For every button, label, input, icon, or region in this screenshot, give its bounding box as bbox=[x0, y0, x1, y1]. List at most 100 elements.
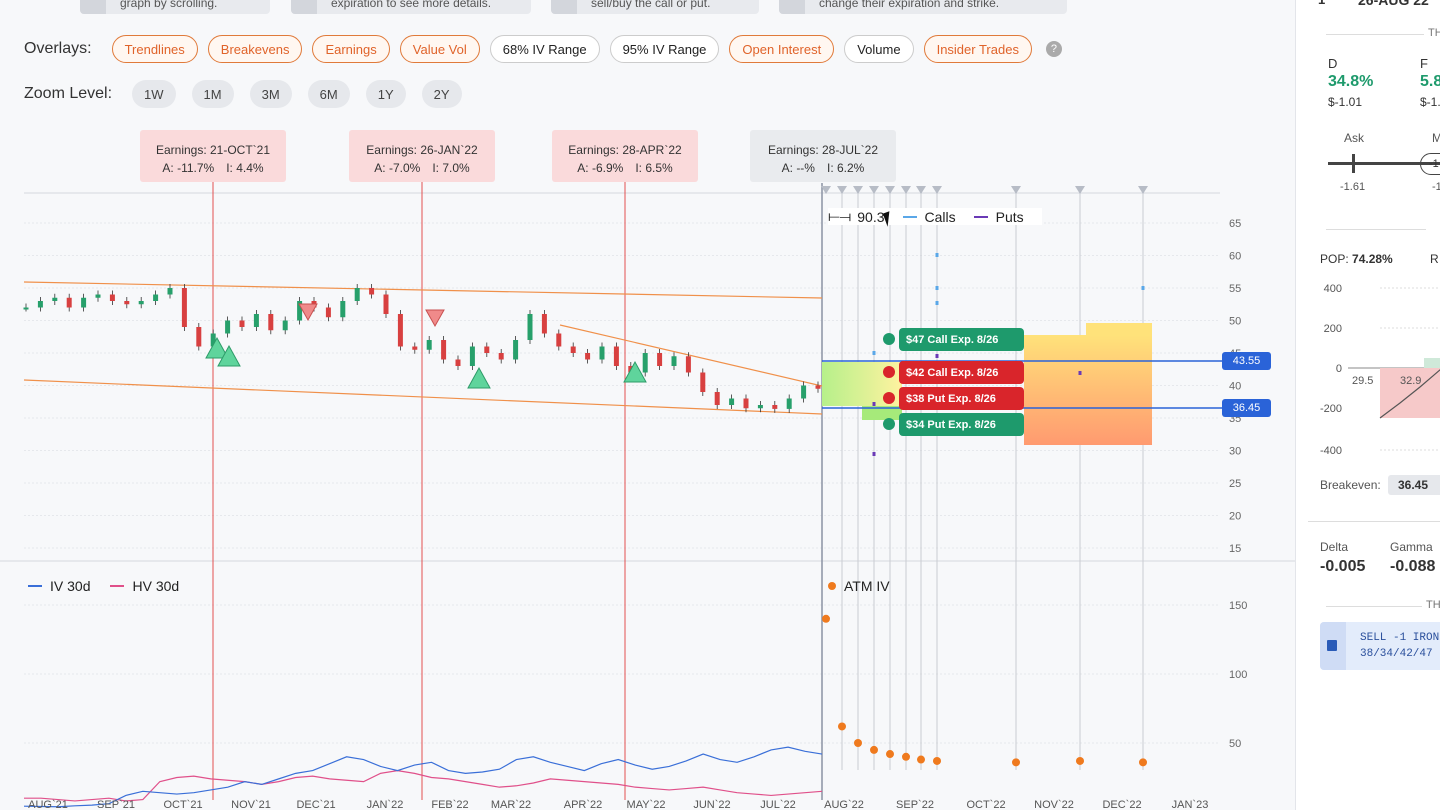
pop-value: 74.28% bbox=[1352, 252, 1393, 266]
earnings-label[interactable]: Earnings: 26-JAN`22 A: -7.0% I: 7.0% bbox=[349, 130, 495, 182]
candle-body bbox=[772, 405, 778, 409]
atm-iv-dot bbox=[1012, 758, 1020, 767]
open-interest-mark bbox=[872, 452, 876, 456]
candle-body bbox=[657, 353, 663, 366]
overlays-row: Overlays: Trendlines Breakevens Earnings… bbox=[24, 35, 1062, 63]
atm-iv-dot bbox=[886, 750, 894, 759]
earnings-implied: I: 4.4% bbox=[226, 161, 264, 175]
x-tick-label: NOV`22 bbox=[1034, 799, 1074, 810]
atm-iv-dot bbox=[917, 755, 925, 764]
earnings-label[interactable]: Earnings: 21-OCT`21 A: -11.7% I: 4.4% bbox=[140, 130, 286, 182]
expiry-marker-icon bbox=[916, 186, 926, 194]
earnings-title: Earnings: 26-JAN`22 bbox=[366, 143, 478, 157]
x-tick-label: DEC`21 bbox=[296, 799, 335, 810]
ask-slider-handle[interactable] bbox=[1352, 154, 1355, 173]
zoom-3m-button[interactable]: 3M bbox=[249, 80, 292, 108]
overlay-value-vol-button[interactable]: Value Vol bbox=[399, 35, 480, 63]
pl-x-label: 29.5 bbox=[1352, 375, 1373, 387]
candle-body bbox=[153, 294, 159, 301]
expiry-marker-icon bbox=[1138, 186, 1148, 194]
open-interest-mark bbox=[872, 402, 876, 406]
atm-iv-dot bbox=[933, 756, 941, 765]
candle-body bbox=[23, 307, 29, 310]
x-tick-label: FEB`22 bbox=[431, 799, 468, 810]
earnings-label[interactable]: Earnings: 28-APR`22 A: -6.9% I: 6.5% bbox=[552, 130, 698, 182]
overlay-breakevens-button[interactable]: Breakevens bbox=[207, 35, 303, 63]
ask-value: -1.61 bbox=[1340, 181, 1366, 193]
x-tick-label: JUN`22 bbox=[693, 799, 730, 810]
overlay-open-interest-button[interactable]: Open Interest bbox=[729, 35, 835, 63]
panel-header-date: 26-AUG 22 bbox=[1358, 0, 1429, 8]
option-handle[interactable] bbox=[883, 333, 895, 345]
overlay-68-iv-range-button[interactable]: 68% IV Range bbox=[489, 35, 600, 63]
price-chart-svg[interactable]: 656055504540353025201515010050AUG`21SEP`… bbox=[0, 0, 1295, 810]
order-line-2: 38/34/42/47 bbox=[1360, 648, 1433, 660]
mid-price-box[interactable]: -1 bbox=[1420, 153, 1440, 175]
insider-buy-icon bbox=[467, 366, 491, 389]
d-sub: $-1.01 bbox=[1328, 95, 1363, 109]
earnings-implied: I: 6.5% bbox=[635, 161, 673, 175]
order-summary[interactable]: SELL -1 IRON 38/34/42/47 bbox=[1320, 622, 1440, 670]
overlays-label: Overlays: bbox=[24, 40, 92, 57]
zoom-1w-button[interactable]: 1W bbox=[132, 80, 176, 108]
candle-body bbox=[397, 314, 403, 347]
earnings-label[interactable]: Earnings: 28-JUL`22 A: --% I: 6.2% bbox=[750, 130, 896, 182]
candle-body bbox=[369, 288, 375, 295]
candle-body bbox=[642, 353, 648, 373]
overlay-volume-button[interactable]: Volume bbox=[844, 35, 914, 63]
option-handle[interactable] bbox=[883, 418, 895, 430]
candle-body bbox=[95, 294, 101, 298]
legend-hv30[interactable]: HV 30d bbox=[110, 578, 179, 594]
overlay-earnings-button[interactable]: Earnings bbox=[312, 35, 390, 63]
atm-iv-label: ATM IV bbox=[844, 578, 890, 594]
f-label: F bbox=[1420, 56, 1428, 71]
option-handle[interactable] bbox=[883, 366, 895, 378]
option-handle[interactable] bbox=[883, 392, 895, 404]
x-tick-label: JAN`22 bbox=[367, 799, 404, 810]
candle-body bbox=[498, 353, 504, 360]
ask-label: Ask bbox=[1344, 131, 1365, 145]
pl-profit-area bbox=[1424, 358, 1440, 368]
y-tick-label: 60 bbox=[1229, 251, 1241, 263]
earnings-actual: A: -7.0% bbox=[374, 161, 421, 175]
legend-iv30[interactable]: IV 30d bbox=[28, 578, 90, 594]
overlay-insider-trades-button[interactable]: Insider Trades bbox=[923, 35, 1032, 63]
legend-hv-label: HV 30d bbox=[132, 578, 180, 594]
iv-legend: IV 30d HV 30d bbox=[28, 578, 199, 594]
zoom-1m-button[interactable]: 1M bbox=[191, 80, 234, 108]
breakeven-price-box: 36.45 bbox=[1222, 399, 1271, 417]
trendline bbox=[23, 281, 823, 299]
zoom-6m-button[interactable]: 6M bbox=[307, 80, 350, 108]
iv-30d-line bbox=[23, 746, 823, 808]
legend-puts[interactable]: Puts bbox=[973, 209, 1024, 225]
candle-body bbox=[52, 297, 58, 301]
overlay-95-iv-range-button[interactable]: 95% IV Range bbox=[609, 35, 720, 63]
measure-tool[interactable]: ⟝⟞ 90.3 bbox=[828, 208, 885, 225]
overlay-trendlines-button[interactable]: Trendlines bbox=[111, 35, 198, 63]
zoom-1y-button[interactable]: 1Y bbox=[365, 80, 406, 108]
price-slider-track[interactable] bbox=[1328, 162, 1440, 165]
option-tag-47-call[interactable]: $47 Call Exp. 8/26 bbox=[899, 328, 1024, 351]
pop-label: POP: bbox=[1320, 252, 1349, 266]
y-tick-label: 40 bbox=[1229, 381, 1241, 393]
x-tick-label: AUG`21 bbox=[28, 799, 68, 810]
zoom-2y-button[interactable]: 2Y bbox=[421, 80, 462, 108]
copy-icon[interactable] bbox=[1327, 640, 1337, 651]
pl-x-label: 32.9 bbox=[1400, 375, 1421, 387]
candle-body bbox=[297, 301, 303, 321]
candle-body bbox=[81, 297, 87, 308]
pl-chart[interactable]: 400 200 0 -200 -400 29.5 32.9 bbox=[1296, 275, 1440, 475]
y-tick-label: 30 bbox=[1229, 446, 1241, 458]
option-tag-38-put[interactable]: $38 Put Exp. 8/26 bbox=[899, 387, 1024, 410]
candle-body bbox=[685, 356, 691, 373]
candle-body bbox=[743, 398, 749, 409]
option-tag-42-call[interactable]: $42 Call Exp. 8/26 bbox=[899, 361, 1024, 384]
panel-header-num: 1 bbox=[1318, 0, 1325, 7]
option-tag-34-put[interactable]: $34 Put Exp. 8/26 bbox=[899, 413, 1024, 436]
help-icon[interactable]: ? bbox=[1045, 41, 1062, 57]
iv-tick-label: 150 bbox=[1229, 600, 1247, 612]
pl-tick-label: -200 bbox=[1320, 403, 1342, 415]
legend-calls[interactable]: Calls bbox=[902, 209, 956, 225]
gamma-value: -0.088 bbox=[1390, 558, 1436, 575]
x-tick-label: DEC`22 bbox=[1102, 799, 1141, 810]
